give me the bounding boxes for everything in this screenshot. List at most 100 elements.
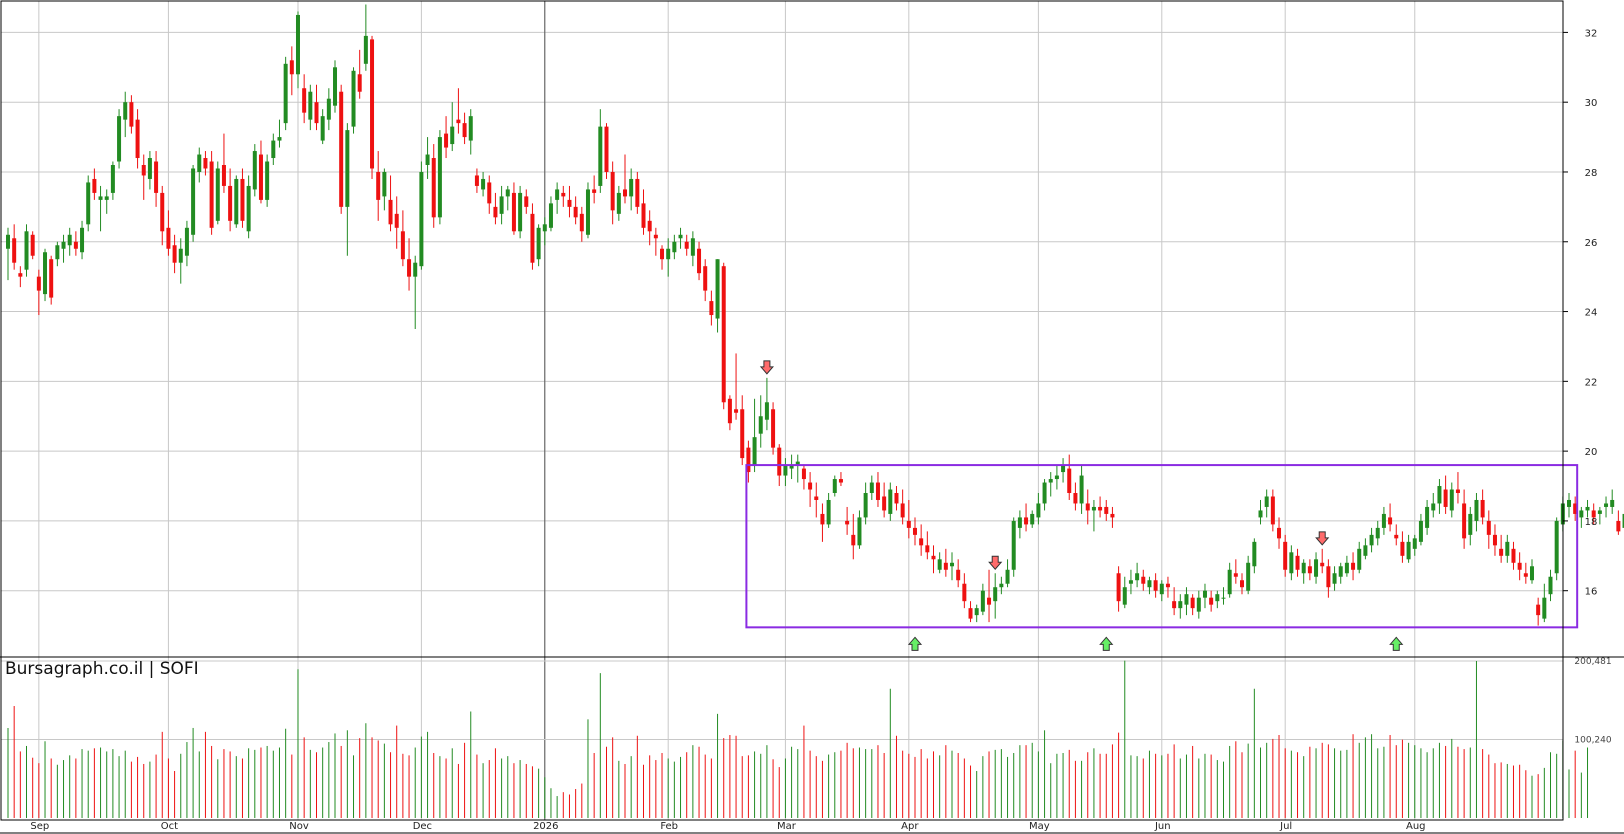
candle-body	[1351, 562, 1356, 570]
candle-body	[400, 231, 405, 260]
candle-body	[1573, 503, 1578, 514]
candle-body	[6, 234, 10, 249]
candle-body	[561, 192, 566, 197]
candle-body	[154, 161, 159, 193]
candle-body	[518, 192, 523, 232]
candle-body	[1116, 573, 1121, 602]
candle-body	[117, 116, 122, 162]
candle-body	[437, 137, 442, 218]
candle-body	[857, 517, 862, 546]
candle-body	[1462, 503, 1467, 539]
candle-body	[826, 499, 831, 525]
candle-body	[431, 158, 436, 218]
candle-body	[1474, 499, 1479, 521]
candle-body	[585, 189, 590, 235]
candle-body	[1468, 513, 1473, 535]
candle-body	[1418, 520, 1423, 542]
candle-body	[1202, 590, 1207, 598]
candle-body	[1369, 534, 1374, 546]
candle-body	[980, 590, 985, 612]
down-arrow-marker	[759, 360, 774, 375]
candle-body	[444, 133, 449, 148]
candle-body	[993, 587, 998, 602]
candle-body	[55, 245, 60, 260]
candle-body	[641, 203, 646, 228]
candle-body	[740, 409, 745, 459]
candle-body	[684, 241, 689, 249]
candle-body	[184, 227, 189, 256]
month-label: 2026	[533, 821, 558, 832]
candle-body	[499, 196, 504, 214]
candle-body	[73, 241, 78, 249]
price-tick-label: 30	[1585, 98, 1598, 109]
candle-body	[1388, 517, 1393, 525]
candle-body	[820, 513, 825, 525]
candle-body	[542, 224, 547, 232]
candle-body	[1449, 489, 1454, 511]
candle-body	[12, 238, 17, 263]
candle-body	[721, 266, 726, 403]
candle-body	[363, 35, 368, 64]
candle-body	[283, 63, 288, 124]
candle-body	[1215, 594, 1220, 602]
candle-body	[604, 126, 609, 172]
candle-body	[851, 534, 856, 546]
candle-body	[1554, 520, 1559, 574]
candle-body	[808, 482, 813, 490]
candle-body	[1005, 569, 1010, 584]
candle-body	[357, 74, 362, 92]
price-tick-label: 32	[1585, 28, 1598, 39]
price-tick-label: 20	[1585, 447, 1598, 458]
candle-body	[234, 178, 239, 225]
candle-body	[1073, 493, 1078, 504]
candle-body	[1147, 580, 1152, 588]
up-arrow-marker	[907, 636, 923, 651]
candle-body	[536, 227, 541, 260]
candle-body	[166, 227, 171, 249]
candle-body	[814, 496, 819, 500]
candle-body	[999, 583, 1004, 588]
candle-body	[925, 545, 930, 553]
candle-body	[209, 161, 214, 228]
month-label: Jul	[1279, 821, 1292, 832]
candle-body	[703, 266, 708, 291]
month-label: Sep	[30, 821, 49, 832]
volume-tick-label: 100,240	[1574, 736, 1611, 746]
candle-body	[425, 154, 430, 165]
month-label: Dec	[413, 821, 432, 832]
price-axis: 16 18 20 22 24 26 28 30 32	[1563, 28, 1598, 598]
candle-body	[690, 238, 695, 256]
candle-body	[1363, 545, 1368, 556]
candle-body	[1320, 562, 1325, 567]
candle-body	[1400, 541, 1405, 556]
candle-body	[191, 168, 196, 235]
up-arrow-marker	[1099, 636, 1114, 651]
candle-body	[1610, 499, 1615, 507]
candle-body	[18, 273, 23, 277]
candle-body	[487, 182, 492, 204]
candle-body	[505, 189, 510, 197]
candle-body	[931, 555, 936, 560]
candle-body	[1622, 513, 1624, 528]
candle-body	[493, 206, 498, 218]
candle-body	[734, 409, 739, 413]
candle-body	[419, 171, 424, 267]
candle-body	[888, 489, 893, 514]
candle-body	[635, 178, 640, 207]
candle-body	[1153, 580, 1158, 591]
candle-body	[80, 227, 85, 253]
candle-body	[413, 262, 418, 277]
candle-body	[1412, 538, 1417, 549]
price-tick-label: 22	[1585, 377, 1598, 388]
candle-body	[1061, 465, 1066, 473]
candle-body	[123, 102, 128, 120]
candle-body	[1567, 499, 1572, 507]
candle-body	[1585, 506, 1590, 511]
month-label: Nov	[289, 821, 309, 832]
candle-body	[36, 276, 41, 291]
candle-body	[1511, 548, 1516, 563]
